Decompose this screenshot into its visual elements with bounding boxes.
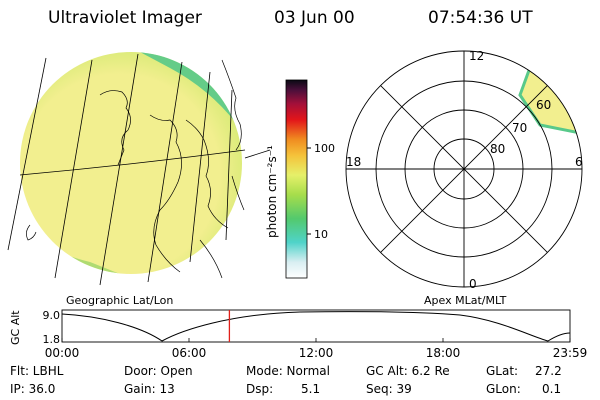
instrument-title: Ultraviolet Imager bbox=[48, 8, 202, 28]
altitude-x-tick-3: 18:00 bbox=[426, 346, 461, 360]
altitude-plot-frame bbox=[61, 309, 571, 343]
info-gc-alt: GC Alt: 6.2 Re bbox=[366, 364, 450, 378]
colorbar: 100 10 photon cm⁻²s⁻¹ bbox=[265, 79, 335, 279]
colorbar-tick-10: 10 bbox=[314, 228, 328, 241]
info-ip: IP: 36.0 bbox=[10, 382, 56, 396]
earth-globe bbox=[7, 52, 271, 286]
polar-caption: Apex MLat/MLT bbox=[424, 294, 507, 307]
info-dsp-label: Dsp: bbox=[246, 382, 274, 396]
mlt-label-6: 6 bbox=[575, 155, 583, 169]
altitude-x-tick-4: 23:59 bbox=[553, 346, 588, 360]
lat-label-80: 80 bbox=[490, 142, 505, 156]
altitude-plot: 9.0 1.8 GC Alt 00:00 06:00 12:00 18:00 2… bbox=[9, 309, 587, 360]
altitude-x-tick-1: 06:00 bbox=[172, 346, 207, 360]
info-seq: Seq: 39 bbox=[366, 382, 412, 396]
altitude-y-max: 9.0 bbox=[43, 309, 61, 322]
info-gain: Gain: 13 bbox=[124, 382, 175, 396]
info-dsp-value: 5.1 bbox=[301, 382, 321, 396]
auroral-oval bbox=[520, 62, 582, 135]
globe-disk bbox=[20, 52, 242, 274]
time-label: 07:54:36 UT bbox=[428, 8, 533, 28]
info-glat-label: GLat: bbox=[486, 364, 519, 378]
meridian-lines bbox=[7, 53, 271, 286]
altitude-curve bbox=[61, 311, 571, 342]
colorbar-unit-label: photon cm⁻²s⁻¹ bbox=[265, 145, 279, 238]
colorbar-tick-100: 100 bbox=[314, 142, 335, 155]
altitude-y-min: 1.8 bbox=[43, 333, 61, 346]
polar-plot: 12 18 6 0 60 70 80 bbox=[345, 49, 583, 291]
coastlines bbox=[26, 59, 245, 279]
info-glon-label: GLon: bbox=[486, 382, 521, 396]
info-mode: Mode: Normal bbox=[246, 364, 330, 378]
mlt-label-18: 18 bbox=[346, 155, 361, 169]
date-label: 03 Jun 00 bbox=[274, 8, 355, 28]
colorbar-gradient bbox=[285, 79, 308, 279]
info-flt: Flt: LBHL bbox=[10, 364, 64, 378]
lat-label-70: 70 bbox=[512, 121, 527, 135]
info-glat-value: 27.2 bbox=[535, 364, 562, 378]
altitude-x-ticks bbox=[61, 338, 571, 342]
altitude-axis-label: GC Alt bbox=[9, 310, 22, 345]
altitude-x-tick-2: 12:00 bbox=[299, 346, 334, 360]
altitude-x-tick-0: 00:00 bbox=[45, 346, 80, 360]
lat-label-60: 60 bbox=[536, 98, 551, 112]
info-door: Door: Open bbox=[124, 364, 193, 378]
globe-caption: Geographic Lat/Lon bbox=[66, 294, 174, 307]
mlt-label-0: 0 bbox=[469, 277, 477, 291]
mlt-label-12: 12 bbox=[469, 49, 484, 63]
info-glon-value: 0.1 bbox=[542, 382, 562, 396]
